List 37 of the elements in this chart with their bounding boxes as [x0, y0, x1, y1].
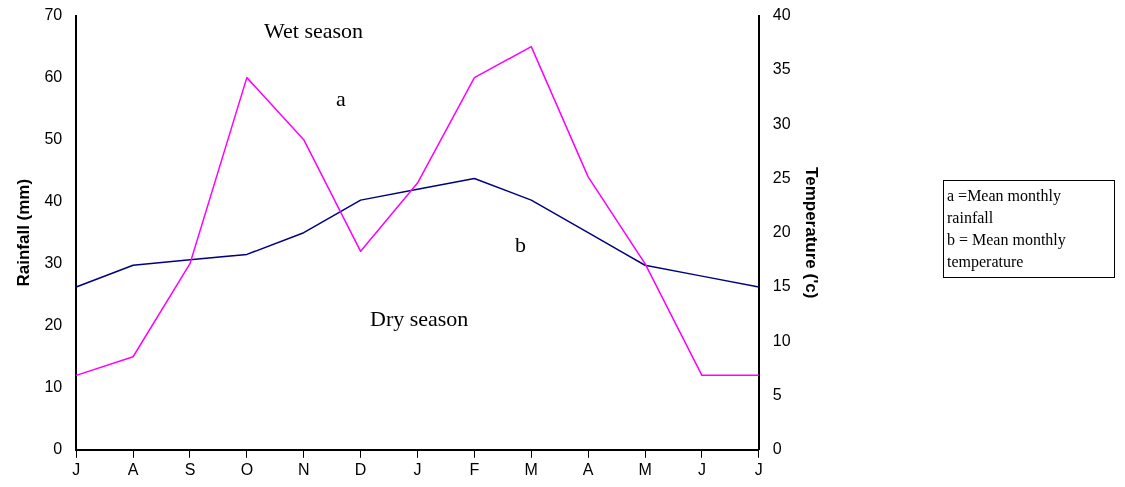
x-tick-label: S: [184, 460, 196, 478]
y2-tick-label: 0: [772, 440, 782, 458]
x-tick-label: A: [127, 460, 139, 478]
y-tick-label: 30: [44, 254, 63, 272]
x-tick-label: M: [524, 460, 538, 478]
y-tick-label: 50: [44, 130, 63, 148]
x-tick-label: D: [354, 460, 367, 478]
y-tick-label: 10: [44, 378, 63, 396]
annotation: Wet season: [264, 18, 364, 44]
x-tick-label: N: [297, 460, 310, 478]
y-tick-label: 70: [44, 6, 63, 24]
y2-tick-label: 20: [772, 223, 791, 241]
y2-tick-label: 5: [772, 385, 782, 403]
x-tick-label: A: [582, 460, 594, 478]
x-tick-label: F: [469, 460, 480, 478]
y-axis-title: Rainfall (mm): [13, 178, 33, 287]
annotation: Dry season: [370, 306, 469, 332]
y2-tick-label: 40: [772, 6, 791, 24]
y-tick-label: 20: [44, 316, 63, 334]
y-tick-label: 0: [53, 440, 63, 458]
y2-axis-title: Temperature ('c): [802, 167, 822, 299]
y2-tick-label: 10: [772, 331, 791, 349]
y-tick-label: 40: [44, 192, 63, 210]
y2-tick-label: 35: [772, 60, 791, 78]
y2-tick-label: 15: [772, 277, 791, 295]
x-tick-label: J: [754, 460, 763, 478]
x-tick-label: J: [72, 460, 81, 478]
annotation: b: [515, 232, 526, 258]
x-tick-label: J: [413, 460, 422, 478]
x-tick-label: M: [638, 460, 652, 478]
x-tick-label: J: [697, 460, 706, 478]
annotation: a: [336, 86, 346, 112]
x-tick-label: O: [240, 460, 254, 478]
y2-tick-label: 30: [772, 114, 791, 132]
y-tick-label: 60: [44, 68, 63, 86]
text: b = Mean monthly temperature: [947, 230, 1067, 273]
y2-tick-label: 25: [772, 168, 791, 186]
